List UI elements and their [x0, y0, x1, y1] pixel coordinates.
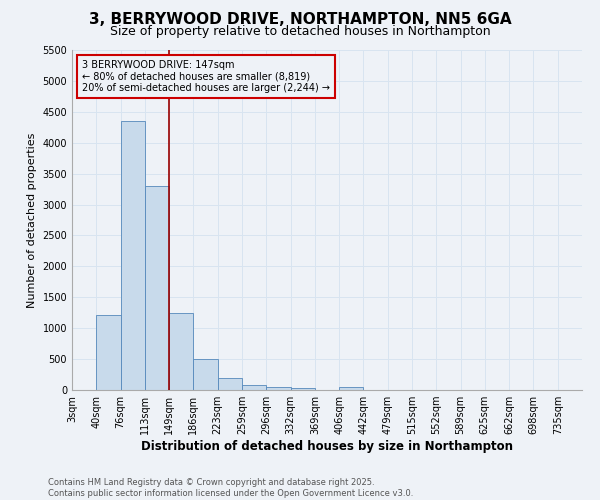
Y-axis label: Number of detached properties: Number of detached properties [27, 132, 37, 308]
Bar [242, 385, 266, 390]
Text: Size of property relative to detached houses in Northampton: Size of property relative to detached ho… [110, 25, 490, 38]
Bar [339, 387, 364, 390]
X-axis label: Distribution of detached houses by size in Northampton: Distribution of detached houses by size … [141, 440, 513, 453]
Bar [145, 186, 169, 390]
Bar [96, 314, 121, 390]
Text: 3 BERRYWOOD DRIVE: 147sqm
← 80% of detached houses are smaller (8,819)
20% of se: 3 BERRYWOOD DRIVE: 147sqm ← 80% of detac… [82, 60, 330, 94]
Text: Contains HM Land Registry data © Crown copyright and database right 2025.
Contai: Contains HM Land Registry data © Crown c… [48, 478, 413, 498]
Bar [169, 312, 193, 390]
Bar [266, 386, 290, 390]
Bar [218, 378, 242, 390]
Text: 3, BERRYWOOD DRIVE, NORTHAMPTON, NN5 6GA: 3, BERRYWOOD DRIVE, NORTHAMPTON, NN5 6GA [89, 12, 511, 28]
Bar [121, 121, 145, 390]
Bar [193, 359, 218, 390]
Bar [290, 388, 315, 390]
